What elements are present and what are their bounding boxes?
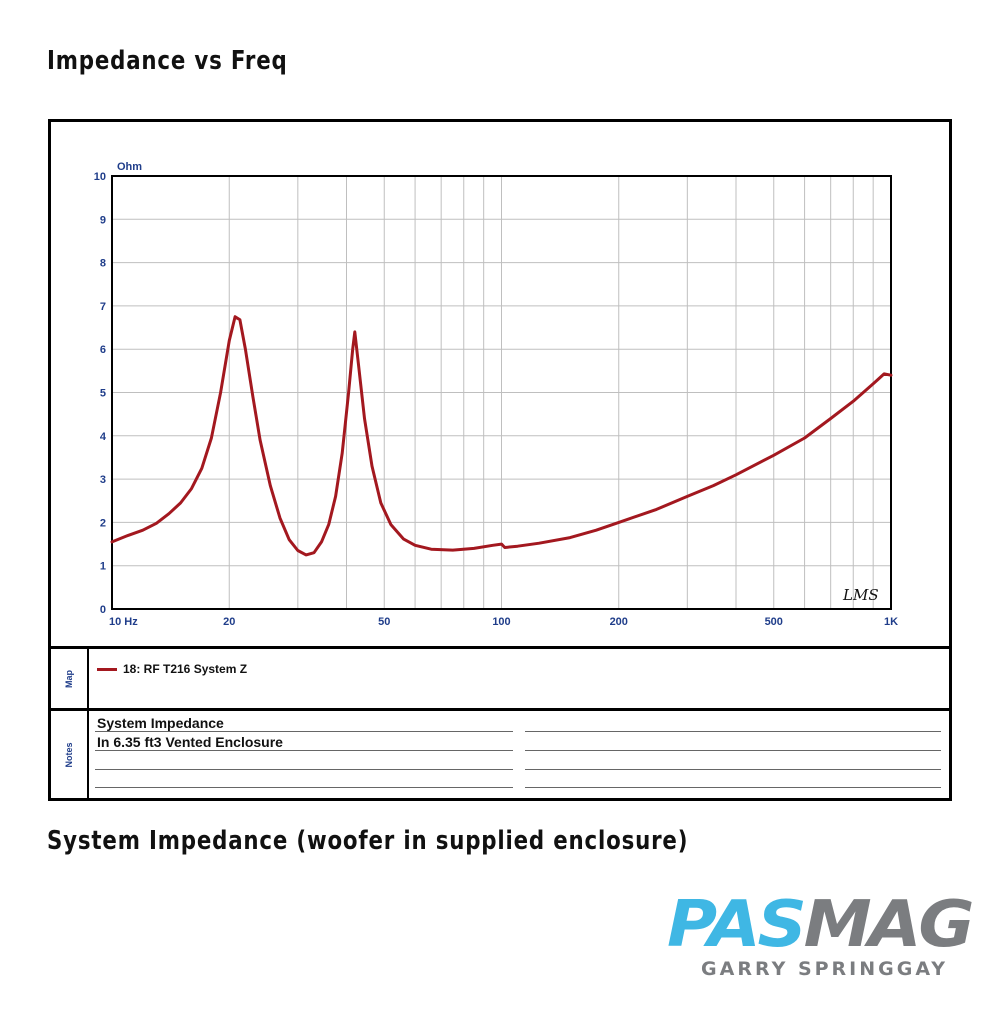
y-tick-label: 8 xyxy=(100,258,106,270)
note-rule xyxy=(525,731,941,732)
pasmag-logo: PASMAG xyxy=(667,893,975,957)
page-title: Impedance vs Freq xyxy=(47,46,288,76)
logo-text-mag: MAG xyxy=(803,888,975,962)
x-tick-label: 500 xyxy=(765,616,783,628)
author-byline: GARRY SPRINGGAY xyxy=(701,958,948,980)
x-tick-label: 20 xyxy=(223,616,235,628)
y-tick-label: 6 xyxy=(100,344,106,356)
note-rule xyxy=(95,769,513,770)
y-tick-label: 2 xyxy=(100,517,106,529)
map-tab-label: Map xyxy=(64,669,74,688)
note-rule xyxy=(525,787,941,788)
map-tab: Map xyxy=(51,649,89,708)
y-tick-label: 5 xyxy=(100,388,106,400)
y-tick-label: 10 xyxy=(94,171,106,183)
plot-border xyxy=(111,175,892,610)
note-rule xyxy=(525,750,941,751)
x-tick-label: 10 Hz xyxy=(109,616,138,628)
grid xyxy=(111,175,892,610)
logo-text-pas: PAS xyxy=(667,888,807,962)
x-tick-label: 50 xyxy=(378,616,390,628)
notes-tab-label: Notes xyxy=(64,741,74,768)
note-rule xyxy=(95,731,513,732)
note-rule xyxy=(525,769,941,770)
y-tick-label: 3 xyxy=(100,474,106,486)
note-rule xyxy=(95,750,513,751)
y-tick-label: 9 xyxy=(100,214,106,226)
note-line-2: In 6.35 ft3 Vented Enclosure xyxy=(97,734,283,750)
notes-tab: Notes xyxy=(51,711,89,798)
legend-label: 18: RF T216 System Z xyxy=(123,662,248,676)
x-tick-label: 1K xyxy=(884,616,898,628)
impedance-chart: 0 1 2 3 4 5 6 7 8 9 10 10 Hz 20 50 100 200 500 1K Ohm LMS xyxy=(94,161,898,628)
chart-frame: 0 1 2 3 4 5 6 7 8 9 10 10 Hz 20 50 100 200 500 1K Ohm LMS… xyxy=(48,119,952,801)
x-tick-label: 200 xyxy=(610,616,628,628)
series-layer xyxy=(110,315,893,557)
y-tick-label: 4 xyxy=(100,431,107,443)
legend-swatch xyxy=(97,667,117,671)
y-tick-label: 7 xyxy=(100,301,106,313)
lms-annotation: LMS xyxy=(842,586,879,604)
map-panel: Map 18: RF T216 System Z xyxy=(51,646,949,708)
y-tick-label: 0 xyxy=(100,604,106,616)
y-axis-label: Ohm xyxy=(117,161,142,173)
series-line-system-z xyxy=(110,315,893,557)
figure-caption: System Impedance (woofer in supplied enc… xyxy=(47,826,689,856)
tick-labels: 0 1 2 3 4 5 6 7 8 9 10 10 Hz 20 50 100 200 500 1K xyxy=(94,171,898,628)
y-tick-label: 1 xyxy=(100,561,106,573)
note-line-1: System Impedance xyxy=(97,715,224,731)
note-rule xyxy=(95,787,513,788)
notes-panel: Notes System Impedance In 6.35 ft3 Vente… xyxy=(51,708,949,798)
x-tick-label: 100 xyxy=(492,616,510,628)
legend-item: 18: RF T216 System Z xyxy=(97,662,247,676)
